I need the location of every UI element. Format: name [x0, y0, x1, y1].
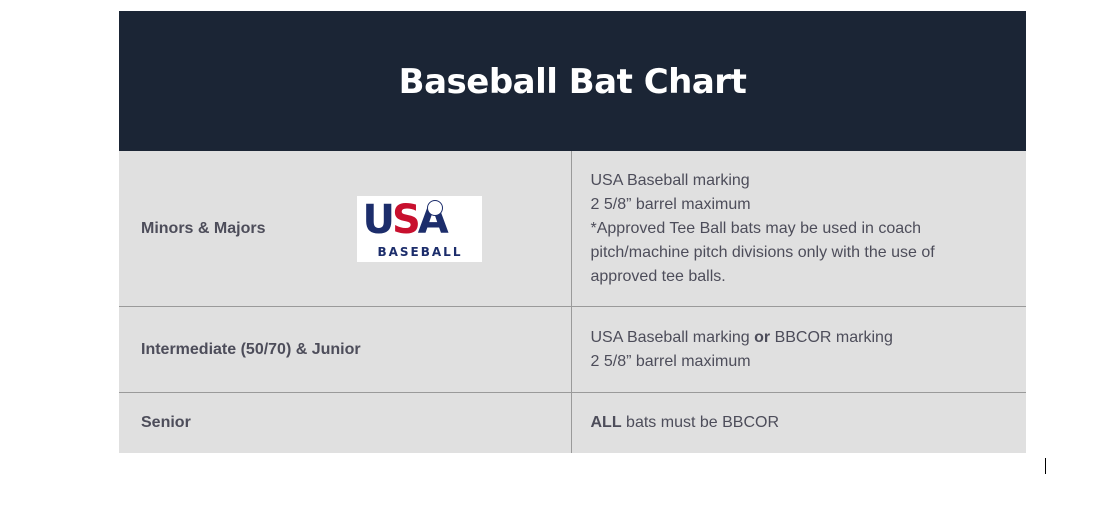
- baseball-icon: [427, 199, 444, 216]
- logo-subtitle: BASEBALL: [377, 244, 463, 259]
- bat-table: Minors & Majors USA BASEBALL USA Basebal…: [119, 151, 1026, 453]
- rule-line: 2 5/8” barrel maximum: [590, 195, 751, 213]
- division-label: Minors & Majors: [141, 219, 266, 237]
- rule-line: ALL bats must be BBCOR: [590, 414, 780, 431]
- table-row: Senior ALL bats must be BBCOR: [119, 392, 1026, 453]
- bat-chart: Baseball Bat Chart Minors & Majors USA B…: [119, 11, 1026, 453]
- rule-line: USA Baseball marking: [590, 171, 750, 189]
- rule-line: approved tee balls.: [590, 267, 726, 285]
- rule-cell: ALL bats must be BBCOR: [571, 392, 1026, 453]
- table-row: Intermediate (50/70) & Junior USA Baseba…: [119, 306, 1026, 393]
- rule-line: USA Baseball marking or BBCOR marking: [590, 328, 893, 346]
- chart-title: Baseball Bat Chart: [398, 62, 747, 102]
- division-cell: Minors & Majors USA BASEBALL: [119, 151, 572, 307]
- logo-wordmark: USA: [362, 196, 448, 243]
- division-cell: Intermediate (50/70) & Junior: [119, 306, 572, 393]
- table-row: Minors & Majors USA BASEBALL USA Basebal…: [119, 151, 1026, 307]
- chart-header: Baseball Bat Chart: [119, 11, 1026, 151]
- rule-cell: USA Baseball marking or BBCOR marking 2 …: [571, 306, 1026, 393]
- division-label: Intermediate (50/70) & Junior: [141, 340, 361, 358]
- usa-baseball-logo: USA BASEBALL: [357, 195, 483, 262]
- division-cell: Senior: [119, 392, 572, 453]
- text-cursor: [1045, 458, 1046, 474]
- rule-line: 2 5/8” barrel maximum: [590, 352, 751, 370]
- division-label: Senior: [141, 414, 191, 431]
- rule-line: *Approved Tee Ball bats may be used in c…: [590, 219, 922, 237]
- rule-cell: USA Baseball marking 2 5/8” barrel maxim…: [571, 151, 1026, 307]
- rule-line: pitch/machine pitch divisions only with …: [590, 243, 935, 261]
